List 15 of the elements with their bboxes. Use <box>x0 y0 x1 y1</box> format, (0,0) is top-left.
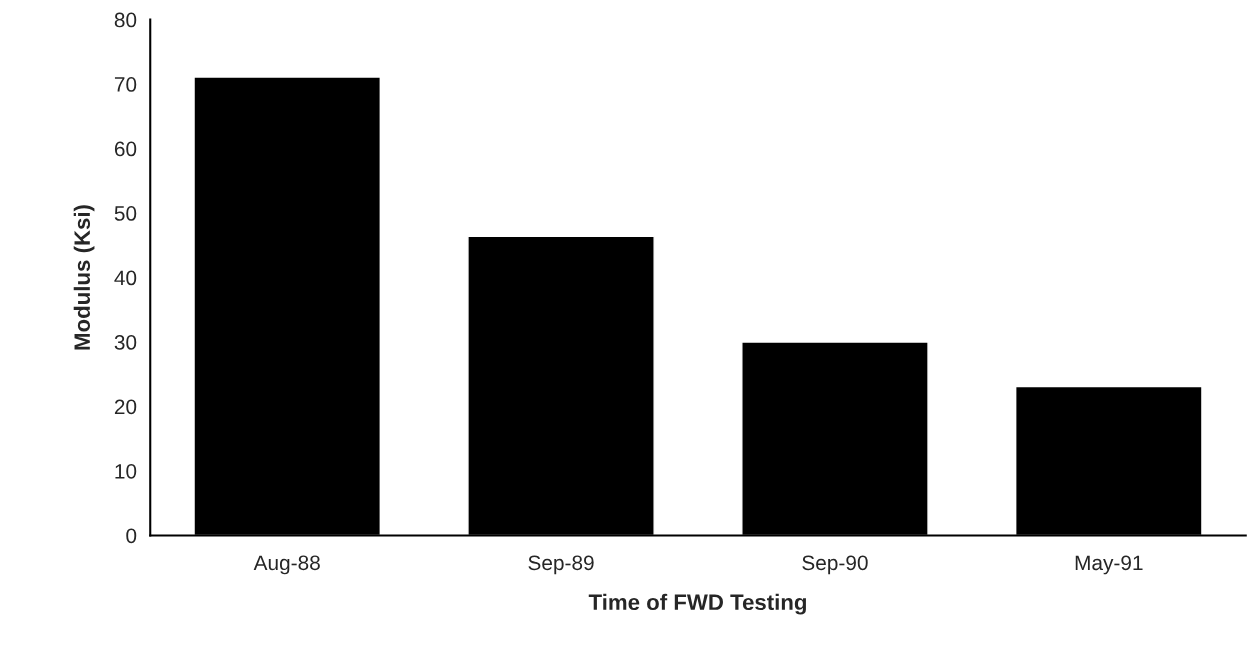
x-tick-label: Aug-88 <box>253 555 320 575</box>
x-axis-title: Time of FWD Testing <box>588 593 806 615</box>
y-tick-label: 30 <box>114 335 137 350</box>
y-tick-label: 10 <box>115 463 137 479</box>
y-tick-label: 0 <box>126 528 137 544</box>
x-tick-label: Sep-90 <box>802 555 868 575</box>
y-tick-label: 80 <box>114 12 137 28</box>
y-tick-label: 20 <box>114 399 137 415</box>
y-tick-label: 50 <box>114 206 137 221</box>
y-axis-title: Modulus (Ksi) <box>73 205 95 350</box>
x-tick-label: May-91 <box>1075 555 1143 575</box>
y-tick-label: 60 <box>114 141 137 157</box>
x-tick-label: Sep-89 <box>528 555 594 575</box>
y-tick-label: 40 <box>114 270 137 286</box>
y-tick-label: 70 <box>114 77 137 92</box>
